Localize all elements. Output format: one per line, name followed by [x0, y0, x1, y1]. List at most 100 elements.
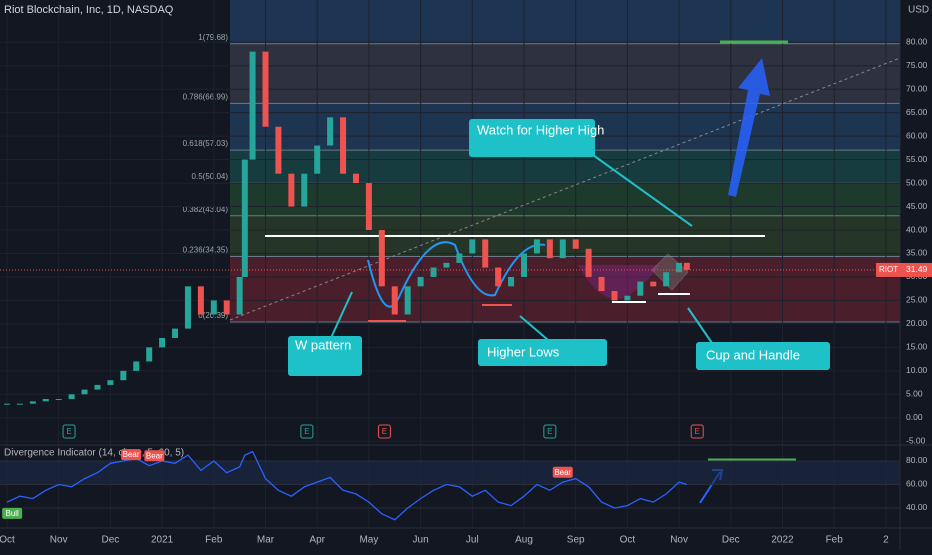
candle [16, 403, 23, 405]
candle [184, 286, 191, 329]
indicator-title: Divergence Indicator (14, close, 5, 60, … [4, 448, 184, 459]
callout-text: Watch for Higher High [477, 122, 604, 137]
y-tick-label: 5.00 [906, 389, 923, 399]
event-badge [300, 424, 314, 439]
candle [508, 276, 515, 287]
callout-box [478, 339, 607, 366]
event-label: E [547, 427, 552, 436]
y-tick-label: 80.00 [906, 36, 928, 46]
candle [94, 384, 101, 390]
callout: Higher Lows [478, 339, 607, 366]
candle [469, 239, 476, 254]
event-badge [377, 424, 391, 439]
candle [29, 401, 36, 404]
candle [241, 159, 248, 277]
candle [533, 239, 540, 254]
event-badge [62, 424, 76, 439]
candle [456, 253, 463, 263]
x-tick-label: Oct [620, 535, 636, 546]
signal-badge [2, 507, 23, 519]
pointer [687, 307, 713, 344]
y-tick-label: 75.00 [906, 60, 928, 70]
x-tick-label: Sep [567, 535, 585, 546]
callout: Cup and Handle [696, 342, 830, 370]
y-tick-label: 50.00 [906, 177, 928, 187]
y-tick-label: 55.00 [906, 154, 928, 164]
callout: Watch for Higher High [469, 119, 604, 157]
y-tick-label: 20.00 [906, 318, 928, 328]
up-arrow [728, 58, 770, 197]
candle [585, 248, 592, 277]
candle [4, 403, 10, 405]
fib-label: 1(79.68) [198, 33, 228, 42]
fib-label: 0.382(43.04) [183, 205, 229, 214]
price-tag [876, 262, 932, 277]
x-tick-label: 2 [883, 535, 889, 546]
candle [314, 145, 321, 174]
x-tick-label: Dec [722, 535, 740, 546]
candle [521, 253, 527, 277]
fib-band [230, 256, 900, 323]
candle [430, 267, 437, 277]
event-label: E [382, 427, 387, 436]
y-tick-label: 60.00 [906, 130, 928, 140]
x-tick-label: Apr [309, 535, 325, 546]
callout-box [696, 342, 830, 370]
signal-badge [144, 450, 165, 462]
indicator-tick-label: 80.00 [906, 455, 928, 465]
event-label: E [66, 427, 71, 436]
candle [223, 300, 230, 315]
candle [236, 276, 243, 315]
callout-text: Higher Lows [487, 344, 560, 359]
y-tick-label: 25.00 [906, 295, 928, 305]
pointer [519, 315, 549, 341]
indicator-tick-label: 60.00 [906, 479, 928, 489]
pointer [329, 291, 353, 341]
candle [559, 239, 566, 259]
candle [249, 51, 256, 160]
fib-label: 0.5(50.04) [192, 172, 229, 181]
candle [598, 276, 605, 292]
candle [417, 276, 424, 287]
candle [495, 267, 502, 287]
y-tick-label: 70.00 [906, 83, 928, 93]
symbol-tag: RIOT [879, 265, 898, 274]
fib-label: 0.236(34.35) [183, 246, 229, 255]
x-tick-label: Nov [50, 535, 68, 546]
candle [301, 173, 308, 207]
candle [172, 328, 179, 338]
w-curve [367, 241, 546, 308]
candle [288, 173, 295, 207]
fib-top-zone [230, 0, 900, 44]
candle [482, 239, 489, 268]
candle [572, 239, 579, 249]
x-tick-label: Mar [257, 535, 275, 546]
callout-box [469, 119, 595, 157]
y-tick-label: 15.00 [906, 342, 928, 352]
chart-title: Riot Blockchain, Inc, 1D, NASDAQ [4, 4, 174, 16]
last-price: 31.49 [906, 264, 928, 274]
event-label: E [304, 427, 309, 436]
x-tick-label: Feb [205, 535, 223, 546]
x-tick-label: Nov [670, 535, 688, 546]
indicator-tick-label: 40.00 [906, 502, 928, 512]
candle [352, 173, 359, 184]
candle [275, 126, 282, 174]
candle [68, 394, 75, 399]
y-tick-label: 0.00 [906, 412, 923, 422]
x-tick-label: 2022 [771, 535, 794, 546]
signal-badge [552, 466, 573, 478]
callout-box [288, 336, 362, 376]
candle [391, 286, 398, 315]
pointer [592, 154, 693, 227]
signal-badge [121, 449, 142, 461]
candle [650, 281, 657, 287]
y-tick-label: 45.00 [906, 201, 928, 211]
candle [546, 239, 553, 259]
signal-label: Bear [123, 450, 140, 459]
callout: W pattern [288, 336, 362, 376]
candle [146, 347, 153, 362]
candle [683, 262, 690, 270]
